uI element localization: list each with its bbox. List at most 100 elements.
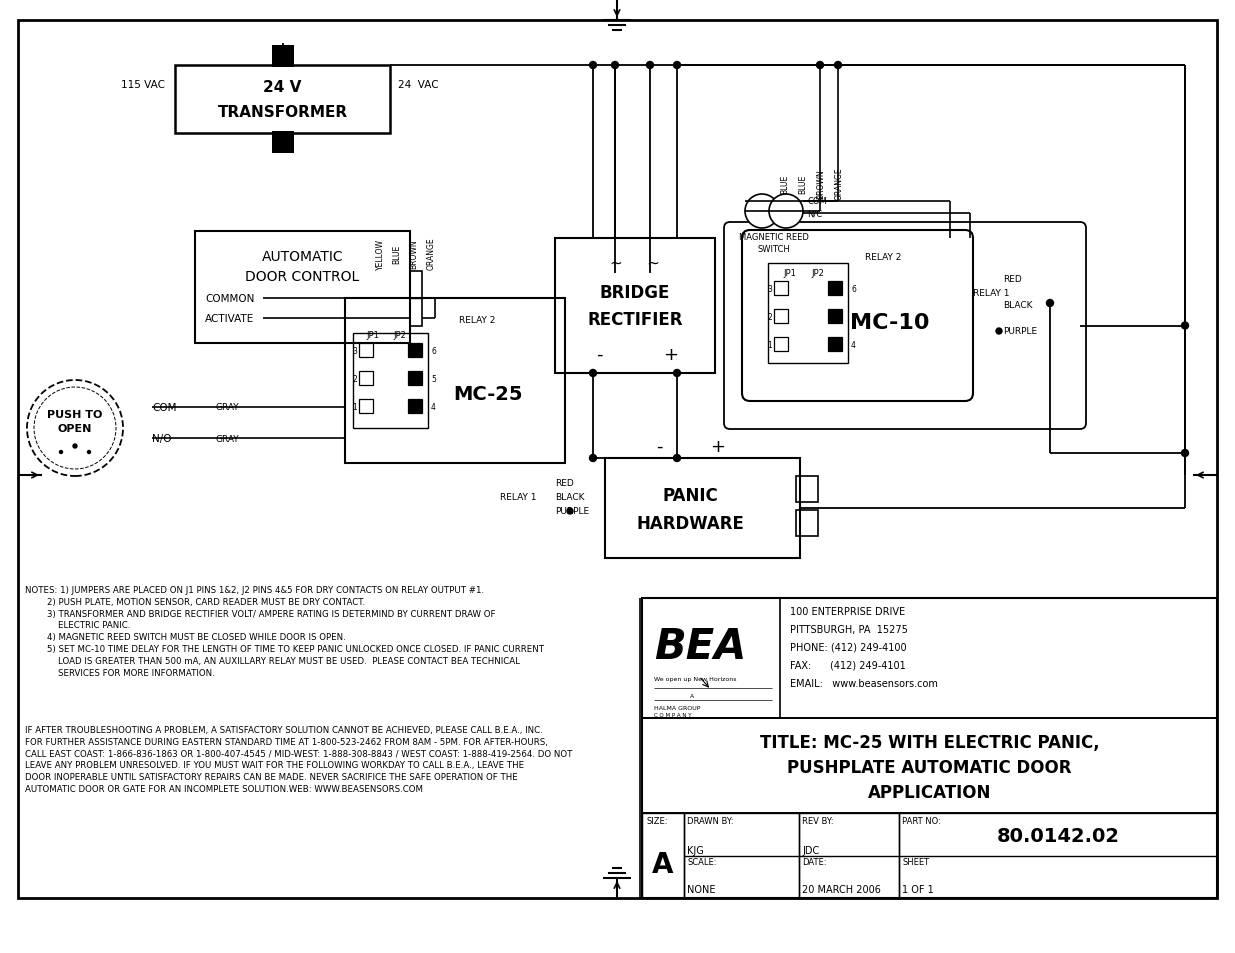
Text: +: + [710,437,726,456]
Text: DOOR CONTROL: DOOR CONTROL [246,270,359,283]
Text: FAX:      (412) 249-4101: FAX: (412) 249-4101 [790,660,905,670]
Text: COMMON: COMMON [205,294,254,304]
Text: 115 VAC: 115 VAC [121,80,165,90]
Circle shape [589,455,597,462]
Text: NOTES: 1) JUMPERS ARE PLACED ON J1 PINS 1&2, J2 PINS 4&5 FOR DRY CONTACTS ON REL: NOTES: 1) JUMPERS ARE PLACED ON J1 PINS … [25,585,543,677]
Bar [408,372,422,386]
Text: A: A [690,693,694,698]
Text: 4: 4 [851,340,856,349]
Circle shape [589,370,597,377]
Bar [684,813,799,898]
Bar [359,372,373,386]
Circle shape [1182,450,1188,457]
Bar [797,511,818,537]
Text: N/O: N/O [152,434,172,443]
Bar [605,458,800,558]
Text: PHONE: (412) 249-4100: PHONE: (412) 249-4100 [790,642,906,652]
Bar [774,337,788,352]
Text: REV BY:: REV BY: [802,816,834,825]
Text: BEA: BEA [655,625,746,667]
Circle shape [835,63,841,70]
Circle shape [59,451,63,454]
Bar [768,264,848,364]
Bar [642,598,1216,719]
FancyBboxPatch shape [724,223,1086,430]
Text: A: A [652,850,674,878]
Text: 5: 5 [851,313,856,321]
Bar [359,344,373,357]
Circle shape [1046,300,1053,307]
Text: APPLICATION: APPLICATION [868,783,992,801]
Text: COM: COM [806,197,826,206]
Bar [555,239,715,374]
Text: 4: 4 [431,402,436,411]
Text: 3: 3 [352,346,357,355]
Text: NONE: NONE [687,884,715,894]
Circle shape [27,380,124,476]
Text: EMAIL:   www.beasensors.com: EMAIL: www.beasensors.com [790,679,937,688]
Text: ~     ~: ~ ~ [610,255,659,271]
FancyBboxPatch shape [742,231,973,401]
Circle shape [1182,323,1188,330]
Text: RED: RED [555,479,574,488]
Text: HALMA GROUP: HALMA GROUP [655,706,700,711]
Text: JP2: JP2 [394,331,406,339]
Text: SWITCH: SWITCH [757,244,790,253]
Circle shape [88,451,90,454]
Bar [827,337,842,352]
Text: ACTIVATE: ACTIVATE [205,314,254,324]
Bar [272,46,294,68]
Text: 1: 1 [767,340,772,349]
Text: PURPLE: PURPLE [1003,327,1037,336]
Circle shape [567,509,573,515]
Text: RELAY 2: RELAY 2 [864,253,902,262]
Bar [353,334,429,429]
Bar [408,344,422,357]
Text: BROWN: BROWN [816,169,825,198]
Bar [774,310,788,324]
Text: MC-10: MC-10 [850,313,930,333]
Text: BRIDGE: BRIDGE [600,284,671,302]
Text: BLUE: BLUE [781,174,789,193]
Text: +: + [663,346,678,364]
Text: 100 ENTERPRISE DRIVE: 100 ENTERPRISE DRIVE [790,606,905,617]
Text: DRAWN BY:: DRAWN BY: [687,816,734,825]
Text: RELAY 1: RELAY 1 [500,493,536,502]
Text: -: - [656,437,663,456]
Text: IF AFTER TROUBLESHOOTING A PROBLEM, A SATISFACTORY SOLUTION CANNOT BE ACHIEVED, : IF AFTER TROUBLESHOOTING A PROBLEM, A SA… [25,725,572,793]
Text: 2: 2 [352,375,357,383]
Text: BLACK: BLACK [1003,301,1032,310]
Text: BLACK: BLACK [555,493,584,502]
Circle shape [673,455,680,462]
Text: 1 OF 1: 1 OF 1 [902,884,934,894]
Text: YELLOW: YELLOW [375,238,384,269]
Text: SCALE:: SCALE: [687,858,716,866]
Text: RELAY 2: RELAY 2 [459,315,495,325]
Text: 6: 6 [851,284,856,294]
Circle shape [995,329,1002,335]
Text: 5: 5 [431,375,436,383]
Text: PURPLE: PURPLE [555,507,589,516]
Bar [359,399,373,414]
Text: PUSHPLATE AUTOMATIC DOOR: PUSHPLATE AUTOMATIC DOOR [787,759,1072,777]
Text: ORANGE: ORANGE [835,168,844,200]
Bar [642,719,1216,813]
Text: 24 V: 24 V [263,80,301,95]
Text: PUSH TO: PUSH TO [47,410,103,419]
Text: GRAY: GRAY [215,434,238,443]
Bar [774,282,788,295]
Bar [272,132,294,153]
Bar [642,598,781,719]
Text: C O M P A N Y: C O M P A N Y [655,713,692,718]
Text: PANIC: PANIC [663,486,719,504]
Text: HARDWARE: HARDWARE [637,515,745,533]
Text: MC-25: MC-25 [453,385,522,404]
Circle shape [73,444,77,449]
Bar [797,476,818,502]
Text: 80.0142.02: 80.0142.02 [997,826,1119,845]
Text: JP1: JP1 [783,269,797,277]
Bar [195,232,410,344]
Text: SHEET: SHEET [902,858,929,866]
Text: BLUE: BLUE [393,244,401,263]
Bar [827,310,842,324]
